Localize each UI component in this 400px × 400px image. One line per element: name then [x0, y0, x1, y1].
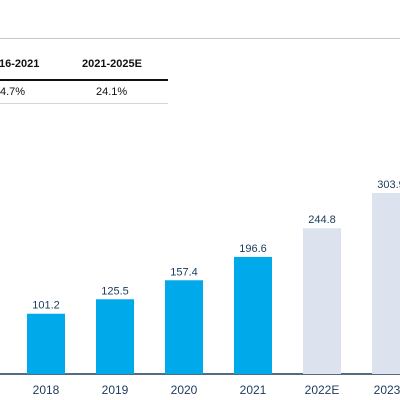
cagr-value-historic: 4.7%	[0, 86, 26, 98]
x-tick-label: 2021	[240, 383, 267, 397]
cagr-header-forecast: 2021-2025E	[82, 58, 142, 70]
bar-estimate	[303, 228, 341, 374]
x-tick-label: 2018	[33, 383, 60, 397]
x-tick-label: 2022E	[305, 383, 340, 397]
data-label: 101.2	[32, 300, 60, 312]
data-label: 196.6	[239, 243, 267, 255]
bar-actual	[234, 256, 272, 374]
data-label: 157.4	[170, 266, 198, 278]
bar-estimate	[372, 193, 400, 374]
data-label: 244.8	[308, 214, 336, 226]
cagr-row-rule	[0, 103, 168, 104]
cagr-header-rule	[0, 79, 168, 81]
bar-actual	[27, 313, 65, 374]
bar-actual	[165, 280, 203, 374]
x-tick-label: 2023E	[374, 383, 400, 397]
bar-actual	[96, 299, 134, 374]
x-tick-label: 2019	[102, 383, 129, 397]
cagr-header-historic: 16-2021	[0, 58, 40, 70]
cagr-table: 16-2021 2021-2025E 4.7% 24.1%	[0, 58, 170, 108]
top-divider	[0, 38, 400, 39]
x-tick-label: 2020	[171, 383, 198, 397]
cagr-value-forecast: 24.1%	[96, 86, 128, 98]
data-label: 125.5	[101, 285, 129, 297]
data-label: 303.9	[377, 179, 400, 191]
